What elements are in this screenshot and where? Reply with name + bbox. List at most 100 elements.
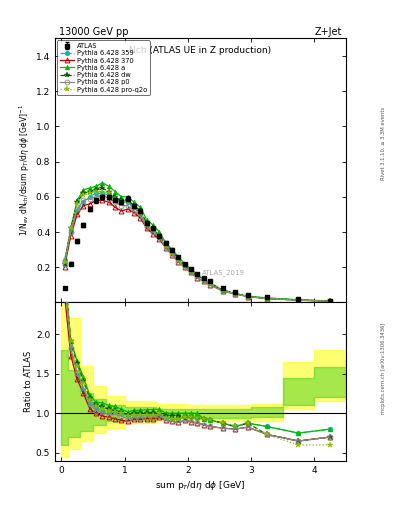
Pythia 6.428 pro-q2o <box>132 204 136 210</box>
Pythia 6.428 370 <box>138 215 143 221</box>
Pythia 6.428 370 <box>68 232 73 239</box>
Pythia 6.428 p0 <box>107 196 111 202</box>
Pythia 6.428 370 <box>107 199 111 205</box>
Pythia 6.428 p0 <box>189 269 193 275</box>
Pythia 6.428 370 <box>176 259 181 265</box>
Pythia 6.428 359 <box>195 273 200 279</box>
Pythia 6.428 359 <box>296 296 301 303</box>
Pythia 6.428 dw <box>107 188 111 195</box>
Pythia 6.428 dw <box>176 255 181 262</box>
Pythia 6.428 a <box>144 217 149 223</box>
Pythia 6.428 359 <box>151 227 155 233</box>
Pythia 6.428 dw <box>75 199 79 205</box>
Pythia 6.428 pro-q2o <box>144 222 149 228</box>
Pythia 6.428 p0 <box>119 203 124 209</box>
Pythia 6.428 pro-q2o <box>107 190 111 196</box>
Pythia 6.428 pro-q2o <box>138 209 143 216</box>
Pythia 6.428 370 <box>119 208 124 214</box>
Pythia 6.428 a <box>87 185 92 191</box>
Text: Rivet 3.1.10, ≥ 3.3M events: Rivet 3.1.10, ≥ 3.3M events <box>381 106 386 180</box>
Pythia 6.428 359 <box>107 192 111 198</box>
Pythia 6.428 359 <box>113 196 118 202</box>
Pythia 6.428 a <box>62 261 67 267</box>
Pythia 6.428 p0 <box>176 259 181 265</box>
Pythia 6.428 359 <box>182 262 187 268</box>
Pythia 6.428 a <box>170 246 174 252</box>
Pythia 6.428 pro-q2o <box>100 188 105 195</box>
Pythia 6.428 pro-q2o <box>157 232 162 239</box>
Pythia 6.428 a <box>176 253 181 260</box>
Pythia 6.428 359 <box>138 211 143 218</box>
Pythia 6.428 p0 <box>87 196 92 202</box>
Pythia 6.428 p0 <box>62 261 67 267</box>
Pythia 6.428 pro-q2o <box>87 190 92 196</box>
Pythia 6.428 359 <box>94 190 99 196</box>
Pythia 6.428 pro-q2o <box>68 225 73 231</box>
Pythia 6.428 p0 <box>100 192 105 198</box>
Pythia 6.428 a <box>264 295 269 301</box>
Pythia 6.428 p0 <box>163 245 168 251</box>
Pythia 6.428 dw <box>157 232 162 239</box>
Pythia 6.428 p0 <box>157 234 162 240</box>
Pythia 6.428 359 <box>68 229 73 235</box>
Pythia 6.428 p0 <box>125 203 130 209</box>
Pythia 6.428 p0 <box>220 288 225 294</box>
Pythia 6.428 p0 <box>68 229 73 235</box>
Pythia 6.428 370 <box>132 209 136 216</box>
Pythia 6.428 p0 <box>81 197 86 203</box>
Pythia 6.428 p0 <box>170 252 174 258</box>
Pythia 6.428 a <box>119 194 124 200</box>
Pythia 6.428 a <box>107 183 111 189</box>
Pythia 6.428 370 <box>94 197 99 203</box>
Pythia 6.428 a <box>138 204 143 210</box>
Pythia 6.428 pro-q2o <box>189 268 193 274</box>
Pythia 6.428 p0 <box>201 278 206 284</box>
Pythia 6.428 dw <box>125 197 130 203</box>
Pythia 6.428 370 <box>170 252 174 258</box>
Legend: ATLAS, Pythia 6.428 359, Pythia 6.428 370, Pythia 6.428 a, Pythia 6.428 dw, Pyth: ATLAS, Pythia 6.428 359, Pythia 6.428 37… <box>57 40 150 95</box>
Pythia 6.428 a <box>220 287 225 293</box>
Pythia 6.428 pro-q2o <box>170 250 174 256</box>
Pythia 6.428 370 <box>246 293 250 300</box>
Pythia 6.428 a <box>151 222 155 228</box>
Pythia 6.428 pro-q2o <box>246 293 250 300</box>
Pythia 6.428 dw <box>296 297 301 303</box>
Pythia 6.428 370 <box>87 201 92 207</box>
Pythia 6.428 dw <box>144 220 149 226</box>
Pythia 6.428 370 <box>62 264 67 270</box>
Line: Pythia 6.428 p0: Pythia 6.428 p0 <box>62 193 332 304</box>
Pythia 6.428 370 <box>113 204 118 210</box>
Pythia 6.428 a <box>246 293 250 300</box>
Pythia 6.428 dw <box>119 197 124 203</box>
Pythia 6.428 359 <box>157 234 162 240</box>
Pythia 6.428 359 <box>87 194 92 200</box>
Y-axis label: Ratio to ATLAS: Ratio to ATLAS <box>24 351 33 412</box>
Pythia 6.428 a <box>208 280 212 286</box>
Pythia 6.428 359 <box>208 280 212 286</box>
Pythia 6.428 dw <box>220 287 225 293</box>
Text: mcplots.cern.ch [arXiv:1306.3436]: mcplots.cern.ch [arXiv:1306.3436] <box>381 323 386 414</box>
Pythia 6.428 p0 <box>233 291 237 297</box>
Pythia 6.428 359 <box>125 199 130 205</box>
Pythia 6.428 a <box>189 266 193 272</box>
Pythia 6.428 359 <box>81 199 86 205</box>
Pythia 6.428 a <box>132 199 136 205</box>
Text: 13000 GeV pp: 13000 GeV pp <box>59 27 129 37</box>
Pythia 6.428 dw <box>94 187 99 193</box>
Pythia 6.428 370 <box>201 278 206 284</box>
Pythia 6.428 370 <box>296 297 301 303</box>
Pythia 6.428 p0 <box>94 194 99 200</box>
Pythia 6.428 a <box>68 225 73 231</box>
Pythia 6.428 a <box>182 261 187 267</box>
Pythia 6.428 dw <box>62 261 67 267</box>
Pythia 6.428 pro-q2o <box>62 259 67 265</box>
Pythia 6.428 p0 <box>208 282 212 288</box>
Pythia 6.428 p0 <box>296 297 301 303</box>
Pythia 6.428 p0 <box>195 274 200 281</box>
Pythia 6.428 p0 <box>246 293 250 300</box>
Line: Pythia 6.428 359: Pythia 6.428 359 <box>62 191 332 304</box>
Pythia 6.428 pro-q2o <box>151 227 155 233</box>
Pythia 6.428 pro-q2o <box>296 297 301 303</box>
Pythia 6.428 359 <box>62 257 67 263</box>
Pythia 6.428 p0 <box>264 295 269 302</box>
